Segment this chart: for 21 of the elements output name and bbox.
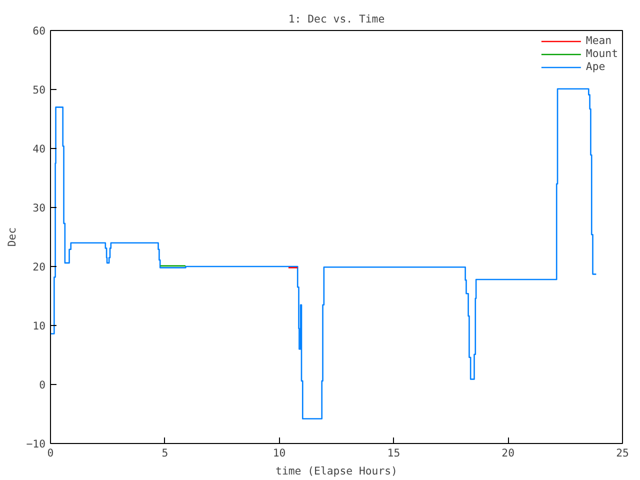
x-tick-label: 5 bbox=[162, 446, 168, 460]
y-tick-label: 60 bbox=[32, 24, 46, 38]
x-tick-label: 15 bbox=[387, 446, 400, 460]
x-tick-label: 0 bbox=[47, 446, 54, 460]
chart-title: 1: Dec vs. Time bbox=[288, 12, 385, 26]
y-axis-title: Dec bbox=[5, 227, 18, 247]
legend-label: Mount bbox=[586, 47, 618, 60]
legend-label: Mean bbox=[586, 34, 612, 47]
x-tick-label: 20 bbox=[502, 446, 515, 460]
y-tick-label: 40 bbox=[32, 142, 46, 156]
y-tick-label: −10 bbox=[26, 438, 46, 450]
legend-label: Ape bbox=[586, 60, 606, 73]
line-series bbox=[50, 88, 597, 420]
y-tick-label: 10 bbox=[32, 320, 46, 332]
y-tick-label: 20 bbox=[32, 260, 46, 274]
x-tick-label: 10 bbox=[272, 446, 286, 460]
y-tick-label: 0 bbox=[39, 378, 46, 392]
x-axis-title: time (Elapse Hours) bbox=[276, 464, 398, 478]
y-tick-label: 50 bbox=[32, 84, 46, 96]
x-tick-label: 25 bbox=[616, 446, 629, 460]
y-tick-label: 30 bbox=[32, 202, 46, 214]
